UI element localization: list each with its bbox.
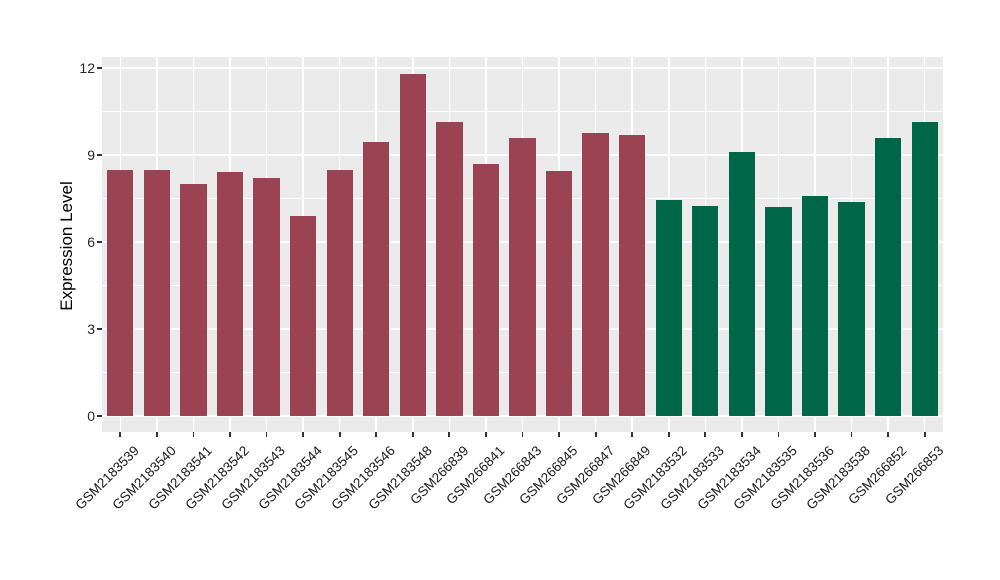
bar-GSM266839 xyxy=(436,122,463,416)
x-tick-mark xyxy=(704,432,707,437)
bar-GSM266853 xyxy=(911,122,938,416)
x-tick-mark xyxy=(667,432,670,437)
bar-GSM2183535 xyxy=(765,207,792,416)
x-tick-mark xyxy=(302,432,304,437)
x-tick-mark xyxy=(265,432,268,437)
x-tick-mark xyxy=(155,432,158,437)
y-tick-mark xyxy=(97,415,102,417)
x-tick-mark xyxy=(923,432,926,437)
x-tick-mark xyxy=(850,432,853,437)
x-tick-mark xyxy=(338,432,341,437)
y-tick-mark xyxy=(97,328,102,330)
x-tick-mark xyxy=(375,432,378,437)
bar-GSM266841 xyxy=(472,163,500,416)
bar-GSM2183539 xyxy=(107,169,134,416)
bar-GSM2183543 xyxy=(253,178,280,416)
bar-GSM2183536 xyxy=(801,196,829,416)
x-tick-mark xyxy=(558,432,560,437)
bar-GSM2183544 xyxy=(289,215,317,416)
bar-GSM266847 xyxy=(582,133,609,416)
x-tick-mark xyxy=(631,432,634,437)
bar-GSM266845 xyxy=(545,170,573,416)
x-tick-mark xyxy=(192,432,195,437)
bar-GSM266843 xyxy=(509,138,536,416)
bar-GSM266849 xyxy=(619,134,646,416)
bar-GSM2183533 xyxy=(692,206,719,416)
bar-GSM2183538 xyxy=(838,201,865,416)
y-tick-mark xyxy=(97,154,102,156)
x-tick-mark xyxy=(814,432,816,437)
y-tick-mark xyxy=(97,67,102,69)
x-tick-mark xyxy=(485,432,487,437)
bar-GSM2183540 xyxy=(143,170,170,416)
x-tick-mark xyxy=(594,432,597,437)
bar-GSM2183545 xyxy=(326,170,353,416)
bar-GSM2183532 xyxy=(655,199,682,416)
bar-GSM2183542 xyxy=(216,172,244,416)
y-tick-mark xyxy=(97,241,102,243)
y-tick-label: 9 xyxy=(87,147,95,163)
bar-GSM2183541 xyxy=(180,184,207,416)
x-tick-mark xyxy=(740,432,743,437)
y-tick-label: 0 xyxy=(87,408,95,424)
x-tick-mark xyxy=(521,432,524,437)
x-tick-mark xyxy=(448,432,451,437)
x-tick-mark xyxy=(411,432,414,437)
plot-panel xyxy=(102,57,943,432)
bar-GSM266852 xyxy=(874,138,902,416)
bar-GSM2183546 xyxy=(363,141,390,416)
x-tick-mark xyxy=(229,432,231,437)
bar-GSM2183548 xyxy=(399,73,426,416)
x-tick-label: GSM2183539 xyxy=(72,443,142,513)
y-tick-label: 3 xyxy=(87,321,95,337)
bar-GSM2183534 xyxy=(728,152,756,416)
y-tick-label: 6 xyxy=(87,234,95,250)
x-tick-mark xyxy=(887,432,890,437)
y-tick-label: 12 xyxy=(79,60,95,76)
x-tick-mark xyxy=(119,432,122,437)
x-tick-mark xyxy=(777,432,780,437)
